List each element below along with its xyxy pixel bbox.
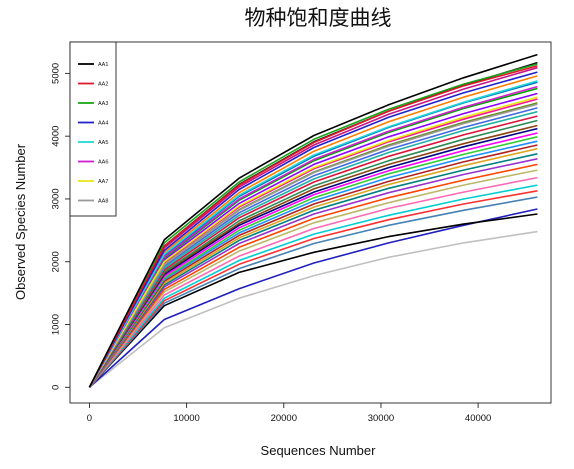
legend-label: AA5 <box>98 140 108 146</box>
series-line-sample-35 <box>88 196 538 388</box>
legend-label: AA8 <box>98 199 108 205</box>
series-line-sample-29 <box>88 158 538 388</box>
series-line-sample-19 <box>88 115 538 388</box>
legend-label: AA2 <box>98 82 108 88</box>
series-line-aa1 <box>88 53 538 388</box>
series-line-sample-20 <box>88 119 538 388</box>
legend-label: AA4 <box>98 121 108 127</box>
legend-label: AA1 <box>98 62 108 68</box>
series-line-aa4 <box>88 71 538 388</box>
x-tick-label: 10000 <box>173 413 199 424</box>
series-line-aa8 <box>88 103 538 388</box>
x-tick-label: 30000 <box>368 413 394 424</box>
series-line-sample-37 <box>88 208 538 388</box>
series-line-sample-34 <box>88 190 538 388</box>
series-line-sample-28 <box>88 153 538 388</box>
series-line-aa2 <box>88 65 538 388</box>
legend-items: AA1 AA2 AA3 AA4 AA5 AA6 AA7 AA8 <box>78 62 108 205</box>
series-line-sample-24 <box>88 136 538 388</box>
series-line-sample-30 <box>88 163 538 388</box>
series-line-aa5 <box>88 80 538 388</box>
x-tick-label: 40000 <box>465 413 491 424</box>
x-tick-label: 20000 <box>271 413 297 424</box>
x-axis-label: Sequences Number <box>261 443 377 458</box>
series-line-sample-36 <box>88 213 538 388</box>
legend-label: AA7 <box>98 179 108 185</box>
series-line-sample-10 <box>88 66 538 388</box>
y-tick-label: 0 <box>51 385 62 390</box>
series-line-sample-23 <box>88 132 538 388</box>
y-tick-label: 2000 <box>51 251 62 272</box>
series-line-aa7 <box>88 96 538 388</box>
y-axis-label: Observed Species Number <box>13 143 28 300</box>
y-tick-label: 5000 <box>51 63 62 84</box>
chart-title: 物种饱和度曲线 <box>245 6 392 30</box>
series-line-sample-38 <box>88 230 538 388</box>
legend-box <box>69 41 117 217</box>
legend: AA1 AA2 AA3 AA4 AA5 AA6 AA7 AA8 <box>69 41 117 217</box>
y-tick-label: 4000 <box>51 126 62 147</box>
x-tick-label: 0 <box>87 413 92 424</box>
legend-label: AA6 <box>98 160 108 166</box>
series-line-aa6 <box>88 85 538 388</box>
series-line-aa3 <box>88 63 538 388</box>
series-line-sample-14 <box>88 92 538 388</box>
axis-ticks: 0 10000 20000 30000 40000 0 1000 2000 3000 4000 50… <box>51 63 492 424</box>
series-line-sample-18 <box>88 110 538 388</box>
y-tick-label: 1000 <box>51 314 62 335</box>
series-lines <box>88 53 538 388</box>
series-line-sample-26 <box>88 144 538 388</box>
series-line-sample-31 <box>88 169 538 388</box>
series-line-sample-11 <box>88 75 538 388</box>
legend-label: AA3 <box>98 101 108 107</box>
y-tick-label: 3000 <box>51 188 62 209</box>
plot-frame <box>69 41 552 404</box>
series-line-sample-27 <box>88 147 538 388</box>
series-line-sample-33 <box>88 184 538 388</box>
series-line-sample-32 <box>88 176 538 388</box>
